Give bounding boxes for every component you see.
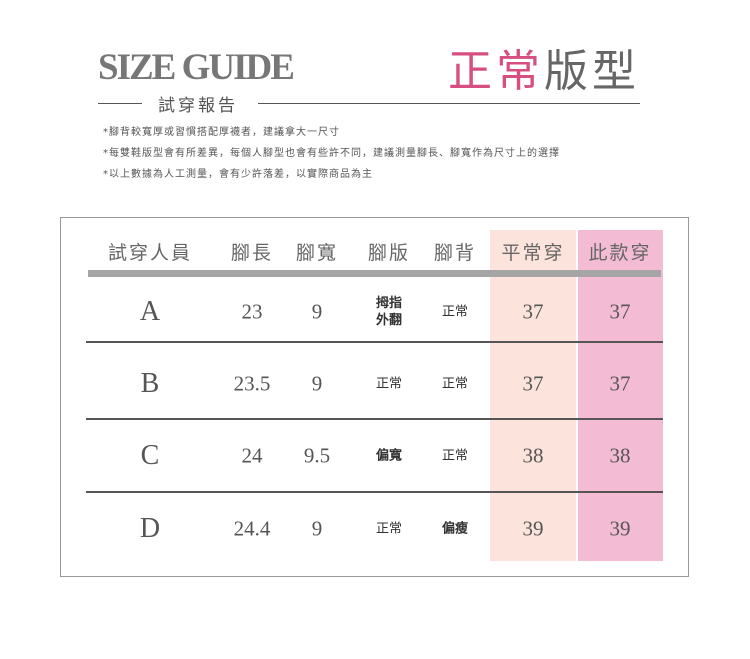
cell-usual: 39 bbox=[522, 516, 544, 541]
cell-instep: 正常 bbox=[441, 304, 469, 320]
cell-person: D bbox=[139, 513, 161, 544]
column-header: 腳寬 bbox=[295, 242, 339, 264]
row-divider bbox=[86, 341, 663, 343]
cell-length: 23.5 bbox=[233, 371, 271, 396]
column-header: 試穿人員 bbox=[107, 242, 193, 264]
cell-width: 9 bbox=[311, 516, 323, 541]
header-divider bbox=[88, 270, 661, 277]
cell-shape: 拇指 外翻 bbox=[375, 296, 403, 328]
cell-width: 9 bbox=[311, 371, 323, 396]
cell-this: 39 bbox=[609, 516, 631, 541]
usual-size-column-bg bbox=[490, 230, 576, 561]
row-divider bbox=[86, 418, 663, 420]
note: *以上數據為人工測量，會有少許落差，以實際商品為主 bbox=[103, 169, 373, 180]
cell-usual: 37 bbox=[522, 371, 544, 396]
size-table bbox=[60, 217, 689, 577]
cell-instep: 偏瘦 bbox=[441, 521, 469, 537]
title-pink: 正常 bbox=[448, 46, 544, 97]
cell-usual: 37 bbox=[522, 299, 544, 324]
cell-length: 24 bbox=[241, 443, 263, 468]
note: *每雙鞋版型會有所差異，每個人腳型也會有些許不同，建議測量腳長、腳寬作為尺寸上的… bbox=[103, 148, 560, 159]
cell-shape: 偏寬 bbox=[375, 448, 403, 464]
cell-this: 37 bbox=[609, 371, 631, 396]
cell-this: 38 bbox=[609, 443, 631, 468]
column-header: 腳長 bbox=[230, 242, 274, 264]
column-header: 腳背 bbox=[433, 242, 477, 264]
cell-length: 23 bbox=[241, 299, 263, 324]
column-header: 腳版 bbox=[367, 242, 411, 264]
cell-person: B bbox=[140, 368, 160, 399]
divider bbox=[98, 103, 142, 104]
size-guide-logo: SIZE GUIDE bbox=[98, 47, 295, 88]
cell-this: 37 bbox=[609, 299, 631, 324]
title-gray: 版型 bbox=[544, 46, 640, 97]
note: *腳背較寬厚或習慣搭配厚襪者，建議拿大一尺寸 bbox=[103, 127, 340, 138]
cell-instep: 正常 bbox=[441, 376, 469, 392]
row-divider bbox=[86, 491, 663, 493]
cell-usual: 38 bbox=[522, 443, 544, 468]
column-header: 此款穿 bbox=[588, 242, 652, 264]
subtitle: 試穿報告 bbox=[158, 96, 238, 116]
cell-shape: 正常 bbox=[375, 521, 403, 537]
cell-width: 9.5 bbox=[303, 443, 331, 468]
cell-instep: 正常 bbox=[441, 448, 469, 464]
cell-person: A bbox=[139, 296, 161, 327]
page-title: 正常版型 bbox=[448, 44, 640, 100]
this-size-column-bg bbox=[578, 230, 663, 561]
cell-length: 24.4 bbox=[233, 516, 271, 541]
cell-person: C bbox=[140, 440, 160, 471]
divider bbox=[258, 103, 640, 104]
cell-width: 9 bbox=[311, 299, 323, 324]
cell-shape: 正常 bbox=[375, 376, 403, 392]
column-header: 平常穿 bbox=[501, 242, 565, 264]
